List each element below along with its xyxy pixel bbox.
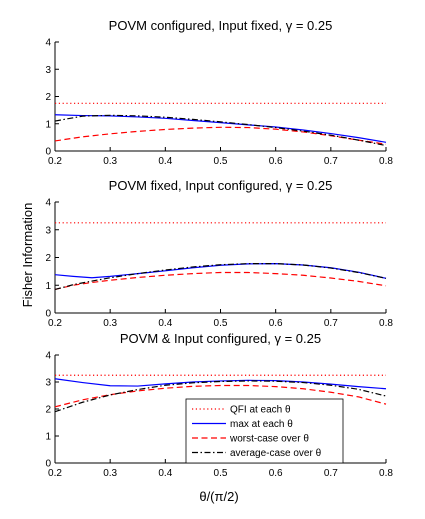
chart-panel-2: POVM fixed, Input configured, γ = 0.25 0.… bbox=[45, 178, 393, 329]
x-tick-label: 0.8 bbox=[379, 156, 393, 167]
x-tick-label: 0.2 bbox=[48, 156, 62, 167]
y-tick-label: 4 bbox=[45, 38, 51, 49]
y-tick-label: 0 bbox=[45, 147, 51, 158]
legend: QFI at each θ max at each θ worst-case ove… bbox=[185, 398, 344, 464]
series-line-dashdot bbox=[54, 263, 387, 290]
series-line-solid bbox=[54, 378, 387, 390]
series-line-dashed bbox=[54, 271, 387, 290]
x-tick-label: 0.3 bbox=[103, 318, 117, 329]
x-tick-label: 0.4 bbox=[158, 156, 172, 167]
series-line-dashdot bbox=[54, 380, 387, 413]
legend-label: worst-case over θ bbox=[229, 434, 309, 445]
chart-panel-1: POVM configured, Input fixed, γ = 0.25 0.… bbox=[45, 18, 393, 167]
y-tick-label: 0 bbox=[45, 459, 51, 470]
y-tick-label: 3 bbox=[45, 65, 51, 76]
series-line-dashdot bbox=[54, 114, 387, 147]
x-tick-label: 0.2 bbox=[48, 468, 62, 479]
x-tick-label: 0.7 bbox=[324, 318, 338, 329]
x-tick-label: 0.6 bbox=[269, 156, 283, 167]
legend-label: max at each θ bbox=[230, 419, 293, 430]
y-tick-label: 1 bbox=[45, 432, 51, 443]
series-line-dashed bbox=[54, 126, 387, 145]
legend-label: average-case over θ bbox=[230, 448, 322, 459]
x-tick-label: 0.8 bbox=[379, 318, 393, 329]
x-tick-label: 0.6 bbox=[269, 468, 283, 479]
x-tick-label: 0.3 bbox=[103, 156, 117, 167]
chart-title: POVM fixed, Input configured, γ = 0.25 bbox=[109, 178, 333, 193]
y-tick-label: 2 bbox=[45, 92, 51, 103]
series-line-solid bbox=[54, 263, 387, 279]
x-tick-label: 0.3 bbox=[103, 468, 117, 479]
x-tick-label: 0.5 bbox=[214, 318, 228, 329]
y-tick-label: 0 bbox=[45, 309, 51, 320]
x-tick-label: 0.5 bbox=[214, 156, 228, 167]
y-tick-label: 2 bbox=[45, 405, 51, 416]
chart-title: POVM configured, Input fixed, γ = 0.25 bbox=[109, 18, 333, 33]
legend-label: QFI at each θ bbox=[230, 405, 291, 416]
x-tick-label: 0.5 bbox=[214, 468, 228, 479]
y-tick-label: 4 bbox=[45, 198, 51, 209]
x-tick-label: 0.6 bbox=[269, 318, 283, 329]
y-axis-label: Fisher Information bbox=[20, 203, 35, 308]
y-tick-label: 4 bbox=[45, 351, 51, 362]
y-tick-label: 3 bbox=[45, 225, 51, 236]
x-axis-label: θ/(π/2) bbox=[199, 489, 238, 504]
y-tick-label: 1 bbox=[45, 281, 51, 292]
series-line-solid bbox=[54, 114, 387, 143]
x-tick-label: 0.4 bbox=[158, 468, 172, 479]
y-tick-label: 2 bbox=[45, 253, 51, 264]
x-tick-label: 0.8 bbox=[379, 468, 393, 479]
chart-title: POVM & Input configured, γ = 0.25 bbox=[120, 331, 321, 346]
x-tick-label: 0.2 bbox=[48, 318, 62, 329]
chart-panel-3: POVM & Input configured, γ = 0.25 0.2 0.3 0… bbox=[45, 331, 393, 479]
x-tick-label: 0.4 bbox=[158, 318, 172, 329]
x-tick-label: 0.7 bbox=[324, 156, 338, 167]
series-line-dashed bbox=[54, 384, 387, 408]
y-tick-label: 3 bbox=[45, 378, 51, 389]
x-tick-label: 0.7 bbox=[324, 468, 338, 479]
y-tick-label: 1 bbox=[45, 119, 51, 130]
legend-box bbox=[185, 398, 344, 464]
